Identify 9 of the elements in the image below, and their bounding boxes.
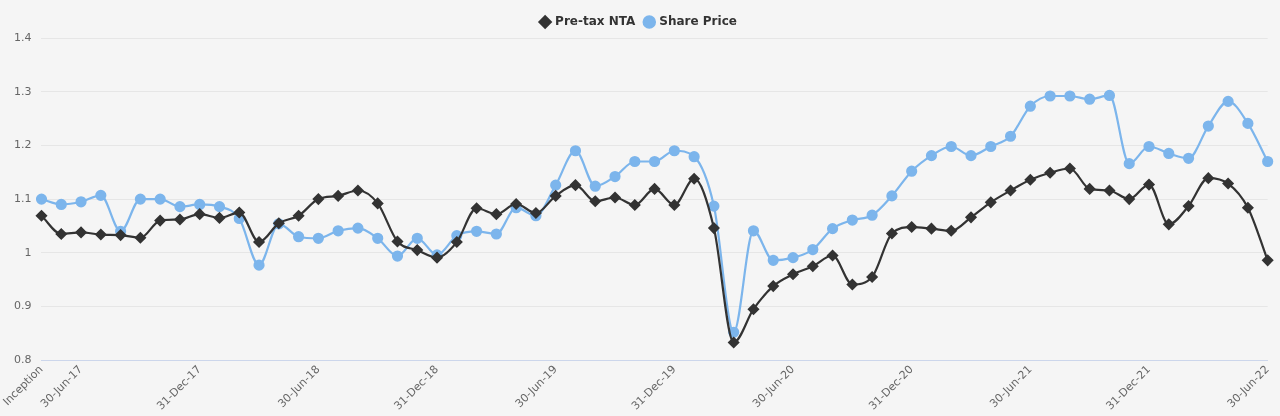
y-tick-label: 0.9 [13,299,32,313]
legend-label: Share Price [659,14,737,29]
y-tick-label: 1.1 [13,191,32,205]
y-tick-label: 1.2 [13,138,32,152]
legend-label: Pre-tax NTA [555,14,636,29]
y-tick-label: 1 [24,245,32,259]
y-tick-label: 0.8 [13,353,32,367]
y-tick-label: 1.4 [13,30,32,44]
y-tick-label: 1.3 [13,84,32,98]
